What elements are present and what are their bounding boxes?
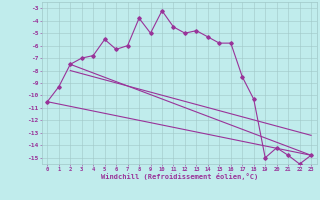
X-axis label: Windchill (Refroidissement éolien,°C): Windchill (Refroidissement éolien,°C) <box>100 173 258 180</box>
